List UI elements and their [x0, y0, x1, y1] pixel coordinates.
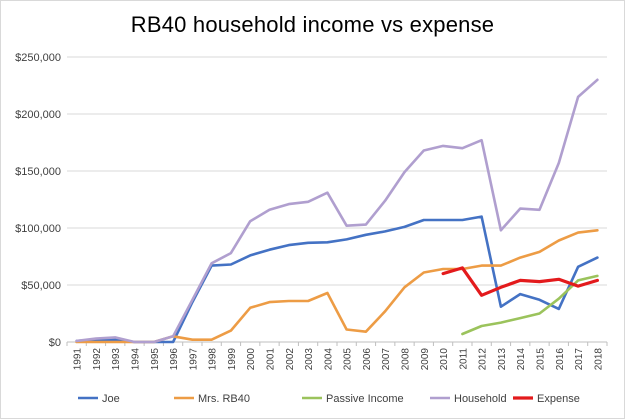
x-tick-label: 2008	[401, 348, 412, 371]
y-tick-label: $250,000	[15, 52, 61, 64]
series-line-household	[75, 78, 599, 344]
chart-title: RB40 household income vs expense	[130, 12, 495, 37]
x-tick-label: 2017	[574, 348, 585, 371]
x-tick-label: 2012	[478, 348, 489, 371]
legend-label-passive-income: Passive Income	[326, 393, 404, 405]
legend-label-household: Household	[454, 393, 507, 405]
legend-label-expense: Expense	[537, 393, 580, 405]
legend-label-mrs-rb40: Mrs. RB40	[198, 393, 250, 405]
y-tick-label: $150,000	[15, 166, 61, 178]
series-line-expense	[441, 266, 600, 297]
x-tick-label: 2000	[246, 348, 257, 371]
x-tick-label: 2010	[439, 348, 450, 371]
x-tick-label: 1992	[92, 348, 103, 371]
x-tick-label: 1995	[150, 348, 161, 371]
x-tick-label: 2011	[458, 348, 469, 370]
series-line-mrs-rb40	[75, 229, 599, 344]
x-tick-label: 2004	[323, 348, 334, 371]
x-tick-label: 2003	[304, 348, 315, 371]
x-tick-label: 2006	[362, 348, 373, 371]
x-tick-label: 1996	[169, 348, 180, 371]
x-tick-label: 2015	[536, 348, 547, 371]
y-tick-label: $50,000	[21, 280, 61, 292]
x-tick-label: 2005	[343, 348, 354, 371]
x-tick-label: 2016	[555, 348, 566, 371]
x-tick-label: 2002	[285, 348, 296, 371]
x-tick-label: 2013	[497, 348, 508, 371]
x-tick-label: 2009	[420, 348, 431, 371]
y-tick-label: $0	[49, 337, 61, 349]
x-tick-label: 1991	[73, 348, 84, 371]
x-tick-label: 1997	[188, 348, 199, 371]
legend-label-joe: Joe	[102, 393, 120, 405]
x-tick-label: 1999	[227, 348, 238, 371]
series-line-joe	[75, 215, 599, 344]
grid-layer	[67, 56, 607, 343]
axis-layer: $0 $50,000 $100,000 $150,000 $200,000 $250,00…	[15, 52, 608, 371]
x-tick-label: 2014	[516, 348, 527, 371]
series-layer	[75, 78, 600, 344]
x-tick-label: 2018	[593, 348, 604, 371]
y-tick-label: $200,000	[15, 109, 61, 121]
x-tick-label: 1998	[208, 348, 219, 371]
x-tick-label: 1993	[111, 348, 122, 371]
legend: Joe Mrs. RB40 Passive Income Household Expen…	[78, 393, 580, 405]
x-tick-label: 2007	[381, 348, 392, 371]
y-tick-label: $100,000	[15, 223, 61, 235]
x-tick-label: 1994	[131, 348, 142, 371]
x-tick-label: 2001	[266, 348, 277, 371]
